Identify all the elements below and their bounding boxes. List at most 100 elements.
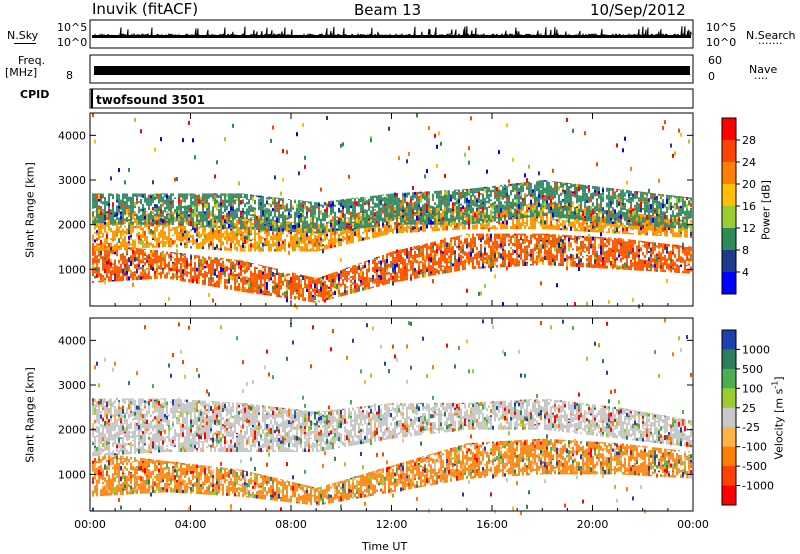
data-cell [444,191,446,195]
data-cell [378,216,380,220]
data-cell [462,225,464,230]
data-cell [138,261,140,265]
data-cell [374,195,376,197]
data-cell [470,188,472,191]
data-cell [236,276,238,281]
data-cell [142,208,144,212]
data-cell [498,211,500,214]
data-cell [104,253,106,258]
data-cell [378,206,380,208]
data-cell [236,228,238,234]
data-cell [512,205,514,210]
data-cell [330,219,332,223]
data-cell [340,213,342,218]
data-cell [520,209,522,215]
data-cell [320,232,322,236]
data-cell [214,222,216,226]
data-cell [120,230,122,233]
data-cell [262,246,264,250]
data-cell [458,202,460,207]
data-cell [110,270,112,272]
data-cell [248,209,250,215]
data-cell [240,265,242,271]
data-cell [348,211,350,214]
data-cell [128,257,130,263]
data-cell [300,279,302,284]
data-cell [330,232,332,238]
data-cell [530,199,532,205]
data-cell [108,202,110,207]
data-cell [310,227,312,231]
data-cell [240,200,242,205]
data-cell [410,206,412,212]
data-cell [298,240,300,245]
data-cell [146,218,148,223]
data-cell [250,224,252,230]
data-cell [438,198,440,202]
data-cell [382,222,384,226]
data-point [122,220,124,224]
data-cell [358,235,360,238]
data-cell [514,194,516,197]
data-cell [194,198,196,202]
data-cell [170,276,172,280]
data-cell [244,196,246,199]
data-cell [120,244,122,248]
data-cell [532,248,534,252]
data-cell [404,216,406,222]
data-cell [142,233,144,239]
data-cell [312,242,314,248]
data-cell [306,214,308,219]
data-cell [518,263,520,267]
data-cell [514,263,516,267]
data-cell [168,265,170,271]
data-cell [280,273,282,278]
data-cell [120,236,122,240]
data-cell [350,238,352,244]
data-cell [482,265,484,269]
data-cell [106,222,108,226]
data-cell [280,237,282,242]
data-cell [210,273,212,277]
data-point [306,227,308,232]
data-cell [246,217,248,220]
data-cell [462,266,464,271]
data-cell [98,220,100,224]
data-cell [116,231,118,233]
data-cell [264,265,266,269]
data-cell [284,242,286,247]
data-cell [120,263,122,269]
data-cell [522,186,524,192]
data-cell [122,253,124,256]
data-cell [508,257,510,262]
data-cell [452,196,454,199]
data-point [272,125,274,130]
data-cell [118,271,120,276]
data-cell [152,252,154,257]
data-cell [528,181,530,183]
data-cell [362,231,364,234]
data-cell [148,260,150,264]
data-cell [434,254,436,257]
data-cell [286,290,288,296]
data-cell [296,244,298,248]
data-cell [432,265,434,267]
data-cell [446,208,448,212]
data-cell [242,193,244,195]
data-cell [468,258,470,262]
data-cell [150,249,152,251]
data-cell [100,275,102,281]
data-cell [362,196,364,199]
data-cell [258,245,260,247]
data-cell [344,293,346,296]
data-cell [442,241,444,244]
data-cell [230,248,232,251]
data-cell [354,227,356,230]
data-cell [176,263,178,266]
data-cell [422,218,424,222]
data-cell [452,191,454,197]
data-cell [490,209,492,215]
data-cell [372,279,374,282]
data-cell [508,210,510,215]
data-cell [440,253,442,259]
